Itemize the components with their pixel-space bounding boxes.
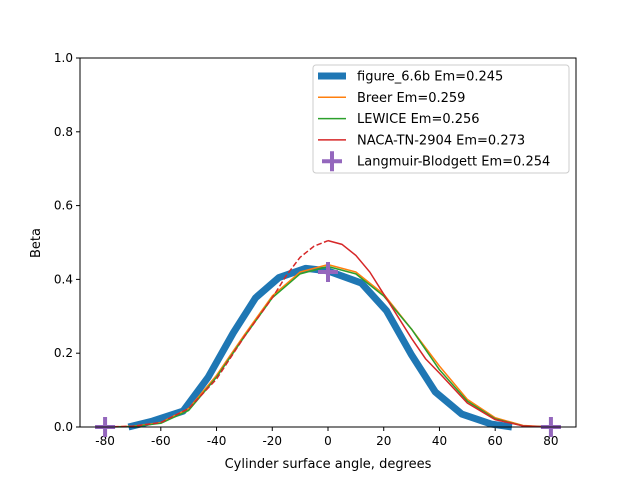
- series-line-dashed: [105, 239, 329, 428]
- x-tick-label: 0: [324, 434, 332, 448]
- y-tick-label: 0.4: [54, 272, 73, 286]
- y-tick-label: 0.8: [54, 125, 73, 139]
- legend-label: LEWICE Em=0.256: [357, 112, 480, 127]
- legend-label: Breer Em=0.259: [357, 91, 465, 106]
- y-tick-label: 0.2: [54, 346, 73, 360]
- y-tick-label: 0.0: [54, 420, 73, 434]
- plus-marker: [322, 151, 342, 172]
- x-tick-label: 80: [543, 434, 558, 448]
- legend: figure_6.6b Em=0.245 Breer Em=0.259 LEWICE…: [312, 64, 570, 174]
- plot-frame: [79, 57, 577, 428]
- x-tick-label: 20: [376, 434, 391, 448]
- legend-label: Langmuir-Blodgett Em=0.254: [357, 155, 550, 170]
- series-line: [327, 239, 551, 428]
- y-axis-label: Beta: [29, 228, 44, 258]
- plus-marker: [318, 262, 338, 283]
- series-line: [105, 265, 551, 428]
- y-tick-label: 0.6: [54, 199, 73, 213]
- series-line: [105, 263, 551, 428]
- x-tick-label: 60: [488, 434, 503, 448]
- x-axis-label: Cylinder surface angle, degrees: [225, 457, 432, 472]
- x-tick-label: -20: [262, 434, 282, 448]
- x-tick-label: -80: [95, 434, 115, 448]
- x-tick-label: -40: [207, 434, 227, 448]
- legend-label: figure_6.6b Em=0.245: [357, 70, 503, 85]
- legend-label: NACA-TN-2904 Em=0.273: [357, 133, 525, 148]
- series-line: [127, 264, 513, 431]
- x-tick-label: -60: [151, 434, 171, 448]
- y-tick-label: 1.0: [54, 51, 73, 65]
- x-tick-label: 40: [432, 434, 447, 448]
- legend-box: [312, 64, 570, 174]
